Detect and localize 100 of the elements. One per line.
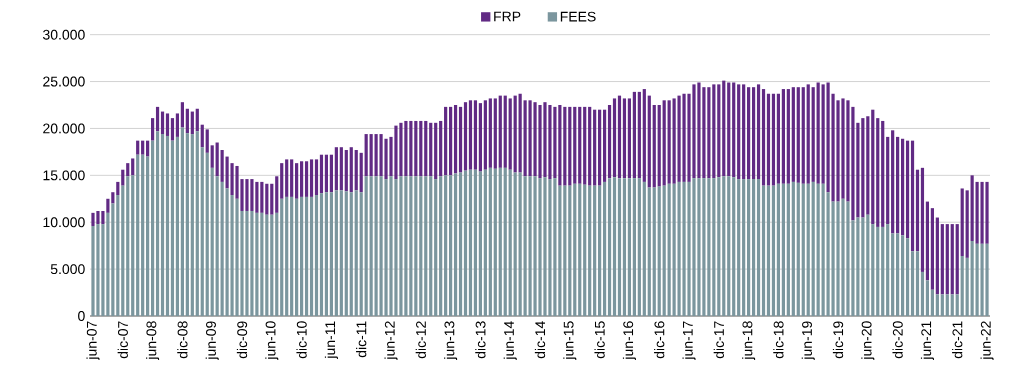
bar	[136, 140, 140, 155]
bar	[309, 196, 314, 316]
x-tick-label: jun-21	[920, 321, 934, 360]
bar	[563, 185, 567, 316]
bar	[583, 184, 587, 316]
bar	[160, 134, 165, 316]
bar	[434, 122, 438, 180]
bar	[419, 120, 423, 177]
bar	[657, 186, 661, 316]
bar	[165, 135, 170, 316]
bar	[910, 140, 915, 252]
x-tick-label: dic-13	[475, 321, 486, 359]
bar	[150, 118, 155, 141]
y-tick-label: 5.000	[50, 264, 85, 275]
bar	[359, 192, 363, 316]
x-tick-label: dic-20	[892, 321, 903, 359]
x-tick-label: dic-18	[773, 321, 784, 359]
bar	[568, 106, 572, 186]
bar	[364, 134, 368, 177]
bar	[493, 98, 497, 169]
bar	[915, 169, 920, 252]
bar	[578, 183, 582, 316]
bar	[260, 181, 264, 213]
bar	[483, 169, 487, 316]
bar	[339, 190, 343, 316]
bar	[319, 193, 324, 316]
bar	[324, 154, 329, 193]
x-tick-label: jun-22	[980, 321, 994, 360]
bar	[160, 111, 165, 135]
bar	[900, 235, 905, 316]
bar	[518, 93, 522, 173]
bar	[488, 98, 492, 168]
bar	[324, 192, 329, 316]
bar	[950, 224, 954, 295]
x-tick-label: dic-11	[356, 321, 367, 358]
bar	[290, 196, 294, 316]
bar	[414, 176, 418, 316]
bar	[146, 156, 150, 316]
bar	[637, 178, 641, 316]
bar	[811, 181, 815, 316]
bar	[116, 181, 120, 196]
bar	[896, 136, 900, 234]
bar	[751, 87, 756, 180]
bar	[607, 178, 612, 316]
bar	[796, 87, 800, 183]
bar	[801, 87, 805, 184]
bar	[200, 147, 204, 316]
bar	[185, 108, 189, 134]
bar	[876, 118, 880, 227]
y-tick-label: 10.000	[43, 217, 85, 228]
bar	[935, 217, 939, 295]
bar	[359, 152, 363, 193]
bar	[742, 179, 746, 316]
bar	[786, 89, 790, 184]
x-tick-label: dic-15	[594, 321, 605, 359]
bar	[280, 163, 284, 199]
bar	[295, 163, 299, 199]
bar	[861, 217, 865, 316]
bar	[776, 183, 781, 316]
bar	[891, 130, 895, 234]
bar	[940, 224, 944, 295]
bar	[508, 169, 512, 316]
bar	[910, 251, 915, 316]
bar	[185, 133, 189, 316]
y-tick-label: 0	[78, 311, 85, 321]
bar	[215, 142, 219, 177]
bar	[796, 182, 800, 316]
x-tick-label: jun-14	[503, 321, 517, 360]
bar	[483, 100, 487, 170]
bar	[583, 106, 587, 185]
bar	[121, 169, 125, 186]
bar	[458, 172, 463, 316]
bar	[136, 154, 140, 316]
bar	[150, 140, 155, 316]
x-tick-label: jun-07	[86, 321, 100, 360]
bar	[190, 111, 194, 135]
bar	[473, 169, 478, 316]
bar	[791, 181, 795, 316]
bar	[756, 179, 761, 316]
bar	[200, 124, 204, 148]
bar	[781, 89, 785, 184]
bar	[210, 167, 214, 316]
bar	[652, 187, 656, 316]
bar	[766, 185, 771, 316]
bar	[945, 294, 949, 316]
bar	[598, 109, 602, 186]
bar	[657, 105, 661, 187]
bar	[588, 106, 592, 186]
bar	[205, 152, 209, 316]
bar	[771, 93, 776, 186]
bar	[195, 108, 199, 132]
bar	[498, 95, 502, 168]
bar	[881, 226, 885, 316]
bar	[950, 294, 954, 316]
bar	[285, 159, 289, 197]
bar	[309, 159, 314, 197]
bar	[155, 106, 160, 132]
bar	[349, 147, 353, 193]
legend-label: FRP	[494, 11, 521, 22]
bar	[141, 140, 145, 155]
